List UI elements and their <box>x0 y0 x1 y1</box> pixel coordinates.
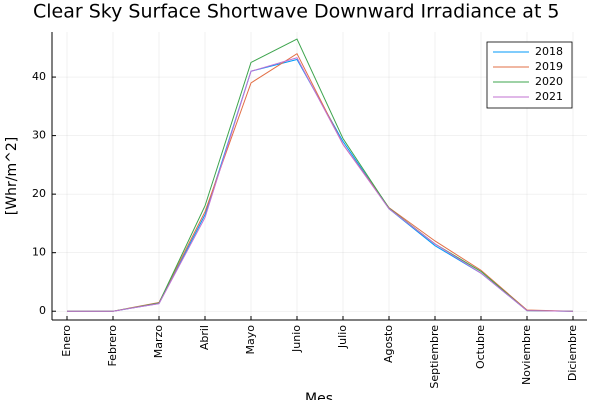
x-tick-label: Abril <box>198 325 211 350</box>
x-tick-label: Mayo <box>244 325 257 355</box>
x-tick-label: Julio <box>336 325 349 349</box>
x-tick-label: Agosto <box>382 325 395 363</box>
x-tick-label: Diciembre <box>566 325 579 381</box>
chart-title: Clear Sky Surface Shortwave Downward Irr… <box>33 1 560 23</box>
x-tick-label: Octubre <box>474 325 487 369</box>
y-tick-label: 10 <box>32 246 46 259</box>
y-axis-label: [Whr/m^2] <box>4 137 20 215</box>
x-axis-label: Mes <box>305 391 333 400</box>
legend-label: 2018 <box>535 45 563 58</box>
y-tick-label: 40 <box>32 70 46 83</box>
legend-label: 2020 <box>535 75 563 88</box>
x-tick-label: Septiembre <box>428 325 441 389</box>
y-tick-label: 0 <box>39 304 46 317</box>
x-tick-label: Febrero <box>106 325 119 367</box>
x-tick-label: Enero <box>60 325 73 357</box>
y-tick-label: 30 <box>32 129 46 142</box>
x-tick-label: Noviembre <box>520 325 533 385</box>
legend-label: 2019 <box>535 60 563 73</box>
y-tick-label: 20 <box>32 187 46 200</box>
legend-label: 2021 <box>535 90 563 103</box>
x-tick-label: Junio <box>290 325 303 353</box>
series-line <box>67 57 574 312</box>
x-tick-label: Marzo <box>152 325 165 359</box>
